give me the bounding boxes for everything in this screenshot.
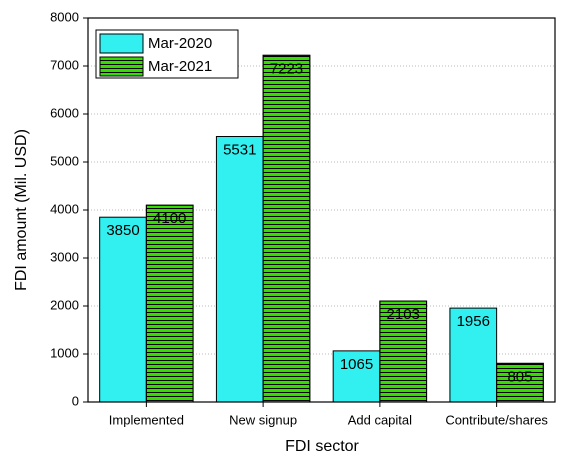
y-tick-label: 1000 <box>50 345 79 360</box>
bar-hatch <box>145 204 194 403</box>
x-tick-label: Contribute/shares <box>445 412 548 427</box>
y-tick-label: 0 <box>72 393 79 408</box>
value-label: 2103 <box>387 306 420 323</box>
x-tick-label: New signup <box>229 412 297 427</box>
y-axis-label: FDI amount (Mil. USD) <box>13 129 30 291</box>
y-tick-label: 8000 <box>50 9 79 24</box>
value-label: 7223 <box>270 60 303 77</box>
y-tick-label: 5000 <box>50 153 79 168</box>
bar-hatch <box>496 362 544 403</box>
legend-hatch <box>99 56 144 77</box>
value-label: 1065 <box>340 356 373 373</box>
y-tick-label: 7000 <box>50 57 79 72</box>
y-tick-label: 4000 <box>50 201 79 216</box>
legend-label: Mar-2020 <box>148 35 212 52</box>
y-tick-label: 6000 <box>50 105 79 120</box>
x-tick-label: Add capital <box>348 412 412 427</box>
legend-swatch <box>99 33 144 54</box>
value-label: 3850 <box>106 222 139 239</box>
plot-frame <box>87 17 556 403</box>
value-label: 4100 <box>153 210 186 227</box>
value-label: 805 <box>507 368 532 385</box>
x-axis-label: FDI sector <box>285 438 359 455</box>
bar <box>215 136 264 403</box>
y-tick-label: 3000 <box>50 249 79 264</box>
value-label: 5531 <box>223 141 256 158</box>
legend-label: Mar-2021 <box>148 58 212 75</box>
value-label: 1956 <box>457 313 490 330</box>
y-tick-label: 2000 <box>50 297 79 312</box>
x-tick-label: Implemented <box>109 412 184 427</box>
bar <box>99 216 147 403</box>
bar-hatch <box>262 54 311 403</box>
